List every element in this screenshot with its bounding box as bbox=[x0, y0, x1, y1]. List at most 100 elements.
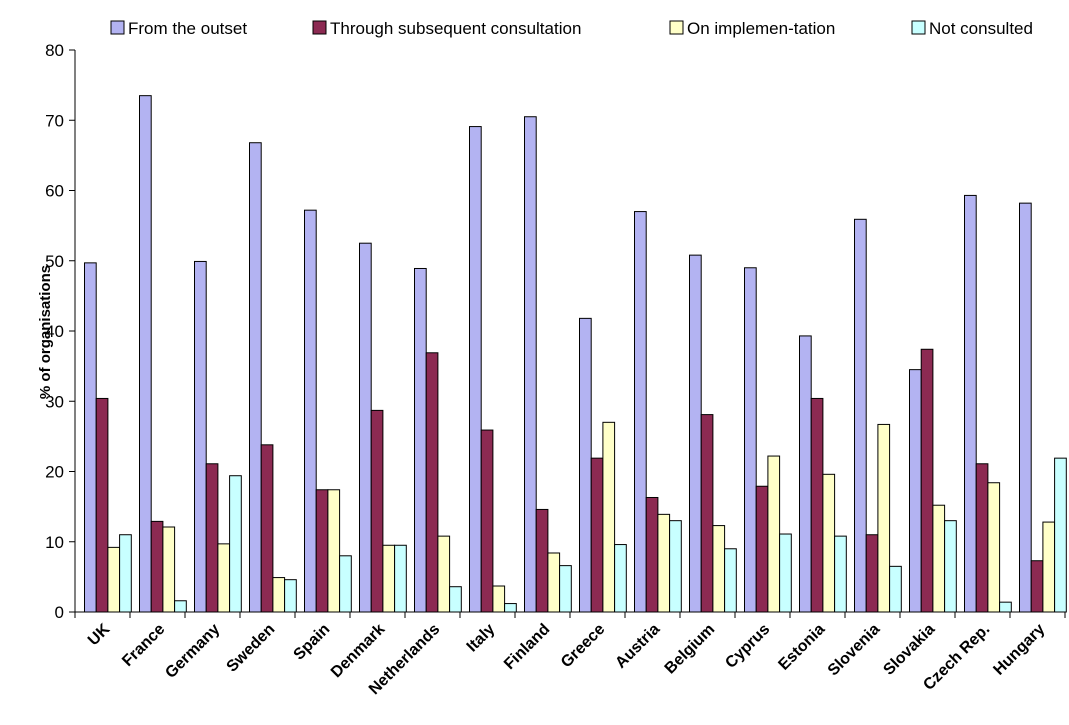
bar bbox=[249, 142, 262, 613]
bar bbox=[394, 544, 407, 613]
bar-group bbox=[634, 211, 682, 613]
y-tick-label: 10 bbox=[45, 533, 64, 552]
legend-label: On implemen-tation bbox=[687, 19, 835, 38]
legend: From the outset Through subsequent consul… bbox=[110, 19, 1033, 38]
bar bbox=[755, 485, 769, 613]
bar bbox=[999, 601, 1012, 613]
bar bbox=[1054, 457, 1067, 613]
bar bbox=[634, 211, 647, 613]
y-tick-label: 30 bbox=[45, 392, 64, 411]
x-tick-label: France bbox=[119, 621, 168, 670]
bar bbox=[645, 496, 659, 613]
bar bbox=[1042, 521, 1056, 613]
x-tick-label: Greece bbox=[558, 621, 608, 671]
bar bbox=[822, 473, 836, 613]
bar-group bbox=[194, 260, 242, 613]
x-tick-label: Slovenia bbox=[825, 621, 884, 680]
legend-item: From the outset bbox=[110, 19, 247, 38]
bar bbox=[327, 489, 341, 613]
bar bbox=[162, 526, 176, 613]
bar-group bbox=[579, 317, 627, 613]
bar bbox=[712, 525, 726, 613]
legend-label: Not consulted bbox=[929, 19, 1033, 38]
y-tick-label: 80 bbox=[45, 41, 64, 60]
bar bbox=[767, 455, 781, 613]
bar bbox=[480, 429, 494, 613]
bar bbox=[95, 397, 109, 613]
bar-group bbox=[854, 218, 902, 613]
x-tick-label: Belgium bbox=[662, 621, 719, 678]
bar-group bbox=[1019, 202, 1067, 613]
bar bbox=[865, 534, 879, 613]
y-tick-label: 40 bbox=[45, 322, 64, 341]
bar bbox=[492, 585, 506, 613]
bar-group bbox=[799, 335, 847, 613]
bar bbox=[272, 577, 286, 613]
legend-item: On implemen-tation bbox=[669, 19, 835, 38]
bar bbox=[854, 218, 867, 613]
legend-swatch bbox=[911, 20, 926, 35]
bar bbox=[174, 600, 187, 613]
bar bbox=[84, 262, 97, 613]
bar bbox=[414, 267, 427, 613]
bar-group bbox=[84, 262, 132, 613]
bar bbox=[920, 348, 934, 613]
bar bbox=[602, 421, 616, 613]
bar bbox=[119, 534, 132, 613]
bar bbox=[194, 260, 207, 613]
bar bbox=[559, 565, 572, 613]
bar-group bbox=[139, 95, 187, 613]
bar bbox=[590, 457, 604, 613]
bar bbox=[579, 317, 592, 613]
bar bbox=[437, 535, 451, 613]
bar bbox=[975, 463, 989, 613]
bar bbox=[834, 535, 847, 613]
x-tick-label: Finland bbox=[501, 621, 553, 673]
bar bbox=[810, 397, 824, 613]
bars bbox=[84, 95, 1067, 613]
bar bbox=[217, 543, 231, 613]
bar bbox=[657, 513, 671, 613]
bar bbox=[449, 586, 462, 613]
y-axis: 0 10 20 30 40 50 60 70 80 bbox=[45, 41, 76, 622]
bar bbox=[547, 552, 561, 613]
x-tick-label: Hungary bbox=[990, 621, 1048, 679]
legend-swatch bbox=[669, 20, 684, 35]
bar-group bbox=[359, 242, 407, 613]
bar-group bbox=[304, 209, 352, 613]
bar-group bbox=[964, 194, 1012, 613]
x-tick-label: Austria bbox=[612, 621, 663, 672]
bar bbox=[669, 520, 682, 613]
bar-group bbox=[744, 267, 792, 613]
bar bbox=[304, 209, 317, 613]
bar bbox=[229, 475, 242, 613]
bar-group bbox=[249, 142, 297, 613]
bar bbox=[700, 414, 714, 613]
bar bbox=[535, 508, 549, 613]
bar bbox=[284, 579, 297, 613]
x-tick-label: Slovakia bbox=[880, 621, 938, 679]
bar bbox=[339, 555, 352, 613]
bar-group bbox=[689, 254, 737, 613]
bar bbox=[614, 544, 627, 613]
legend-label: From the outset bbox=[128, 19, 247, 38]
y-tick-label: 70 bbox=[45, 111, 64, 130]
legend-label: Through subsequent consultation bbox=[330, 19, 581, 38]
bar bbox=[987, 482, 1001, 613]
bar bbox=[964, 194, 977, 613]
legend-swatch bbox=[110, 20, 125, 35]
y-tick-label: 60 bbox=[45, 182, 64, 201]
bar-group bbox=[469, 126, 517, 613]
bar bbox=[315, 489, 329, 613]
y-tick-label: 50 bbox=[45, 252, 64, 271]
bar bbox=[260, 444, 274, 613]
bar bbox=[1019, 202, 1032, 613]
bar bbox=[425, 352, 439, 613]
legend-item: Through subsequent consultation bbox=[312, 19, 581, 38]
bar bbox=[150, 520, 164, 613]
legend-item: Not consulted bbox=[911, 19, 1033, 38]
bar bbox=[382, 544, 396, 613]
bar bbox=[359, 242, 372, 613]
bar bbox=[139, 95, 152, 613]
